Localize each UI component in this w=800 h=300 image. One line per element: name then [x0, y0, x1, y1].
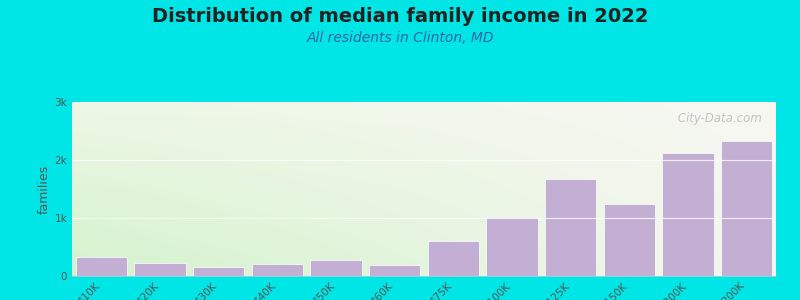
- Y-axis label: families: families: [38, 164, 50, 214]
- Text: Distribution of median family income in 2022: Distribution of median family income in …: [152, 8, 648, 26]
- Bar: [193, 267, 245, 276]
- Bar: [486, 217, 538, 276]
- Bar: [251, 264, 303, 276]
- Bar: [310, 260, 362, 276]
- Bar: [545, 178, 597, 276]
- Bar: [603, 203, 655, 276]
- Text: City-Data.com: City-Data.com: [674, 112, 762, 125]
- Text: All residents in Clinton, MD: All residents in Clinton, MD: [306, 32, 494, 46]
- Bar: [134, 263, 186, 276]
- Bar: [369, 265, 421, 276]
- Bar: [721, 141, 773, 276]
- Bar: [75, 257, 127, 276]
- Bar: [662, 153, 714, 276]
- Bar: [427, 241, 479, 276]
